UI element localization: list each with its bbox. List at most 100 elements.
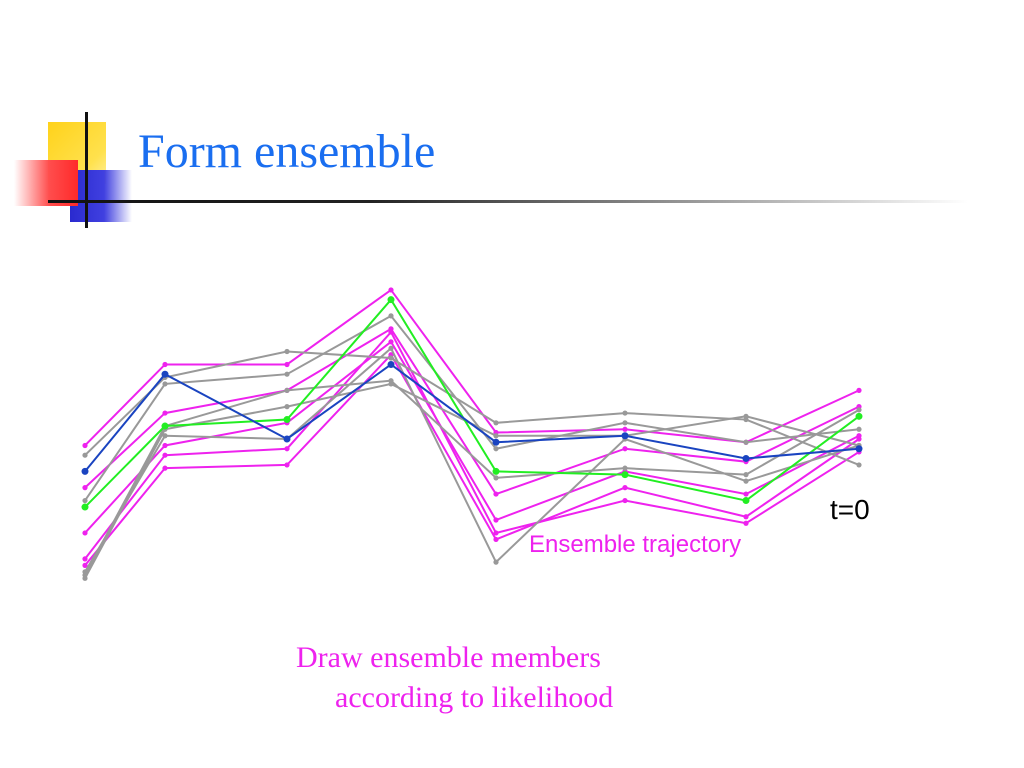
series-2-line [84, 327, 860, 496]
series-6-point-8 [856, 462, 862, 468]
series-10-point-6 [622, 465, 628, 471]
series-1-line [84, 288, 860, 447]
series-2-point-2 [162, 410, 168, 416]
series-5-point-5 [493, 530, 499, 536]
caption-line-1: Draw ensemble members [296, 641, 601, 674]
series-10-point-5 [493, 475, 499, 481]
series-11-line [84, 297, 860, 508]
series-5-point-3 [284, 446, 290, 452]
series-6-point-6 [622, 410, 628, 416]
series-12-line [84, 363, 860, 473]
series-7-point-6 [622, 420, 628, 426]
series-10-point-3 [284, 387, 290, 393]
series-9-point-2 [162, 433, 168, 439]
series-1-point-4 [388, 287, 394, 293]
series-12-point-8 [855, 445, 863, 453]
series-4-line [84, 353, 860, 566]
series-11-point-5 [492, 467, 500, 475]
series-4-point-5 [493, 536, 499, 543]
series-11-point-8 [855, 412, 863, 420]
series-5-point-2 [162, 452, 168, 458]
series-7-line [84, 314, 860, 502]
series-9-point-5 [493, 559, 499, 565]
series-4-point-7 [743, 514, 749, 520]
series-2-point-1 [82, 485, 88, 491]
series-12-point-3 [283, 435, 291, 443]
series-6-point-4 [388, 355, 394, 361]
time-label: t=0 [830, 494, 870, 525]
series-7-point-4 [388, 313, 394, 319]
series-7-point-3 [284, 371, 290, 377]
title-underline [48, 200, 968, 203]
series-3-point-7 [743, 491, 749, 497]
series-9-point-7 [743, 478, 749, 484]
series-10-point-7 [743, 472, 749, 478]
series-1-point-1 [82, 442, 88, 449]
series-4 [82, 352, 862, 568]
ensemble-trajectory-label: Ensemble trajectory [529, 531, 742, 558]
series-7 [82, 313, 862, 504]
series-6-point-1 [82, 452, 88, 458]
series-10-line [84, 379, 860, 576]
series-4-point-6 [622, 485, 628, 491]
series-1-point-2 [162, 361, 168, 368]
series-10-point-4 [388, 378, 394, 384]
series-11-point-3 [283, 416, 291, 424]
series-11-point-7 [742, 497, 750, 505]
caption-line-2: according to likelihood [335, 681, 614, 714]
series-1-point-3 [284, 361, 290, 368]
series-4-point-8 [856, 436, 862, 442]
series-10 [82, 378, 862, 578]
series-10-point-8 [856, 407, 862, 413]
series-4-point-1 [82, 562, 88, 568]
series-1-point-8 [856, 387, 862, 393]
series-8-point-5 [493, 433, 499, 439]
series-5-point-6 [622, 497, 628, 504]
decor-vertical-line [85, 112, 88, 228]
series-2-point-6 [622, 446, 628, 452]
series-10-point-1 [82, 572, 88, 578]
series-5-line [84, 330, 860, 560]
series-11-point-1 [81, 503, 89, 511]
series-4-point-3 [284, 462, 290, 468]
series-11-point-6 [621, 471, 629, 479]
series-8-point-3 [284, 404, 290, 410]
series-12-point-4 [387, 360, 395, 368]
series-6-point-5 [493, 420, 499, 426]
series-2 [82, 326, 862, 497]
decor-blue-square [70, 170, 132, 222]
series-7-point-5 [493, 446, 499, 452]
series-8-point-7 [743, 413, 749, 419]
series-1-point-6 [622, 426, 628, 432]
series-11 [81, 296, 863, 511]
series-3-point-1 [82, 530, 88, 536]
series-12-point-6 [621, 432, 629, 440]
series-5-point-7 [743, 520, 749, 526]
series-7-point-7 [743, 439, 749, 445]
series-3-point-2 [162, 442, 168, 449]
series-3-point-5 [493, 517, 499, 523]
series-7-point-2 [162, 381, 168, 387]
series-4-point-2 [162, 465, 168, 471]
series-12-point-5 [492, 438, 500, 446]
series-7-point-8 [856, 426, 862, 432]
series-12-point-2 [161, 370, 169, 378]
series-2-point-5 [493, 491, 499, 497]
decor-red-bar [14, 160, 78, 206]
series-5-point-4 [388, 329, 394, 335]
series-6-line [84, 350, 860, 466]
series-12 [81, 360, 863, 475]
series-7-point-1 [82, 497, 88, 504]
series-12-point-7 [742, 454, 750, 462]
series-9-point-4 [388, 345, 394, 351]
series-12-point-1 [81, 467, 89, 475]
series-11-point-2 [161, 422, 169, 430]
series-5-point-1 [82, 556, 88, 562]
caption: Draw ensemble members according to likel… [296, 638, 613, 718]
slide-title: Form ensemble [138, 125, 436, 178]
series-11-point-4 [387, 296, 395, 304]
series-6-point-3 [284, 348, 290, 355]
series-6 [82, 348, 862, 468]
